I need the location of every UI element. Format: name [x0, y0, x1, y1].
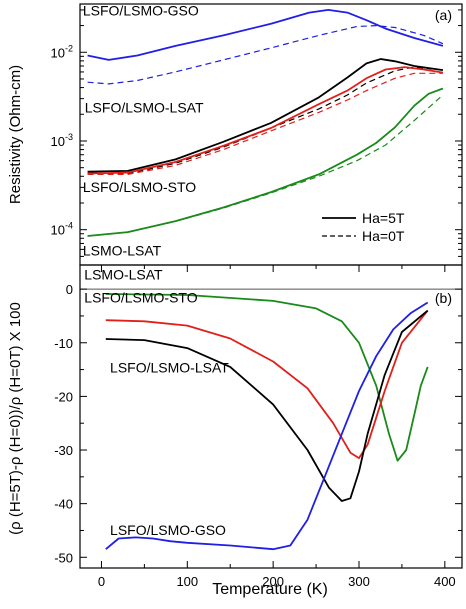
- y-tick-label: -40: [54, 497, 73, 512]
- x-tick-label: 0: [98, 574, 105, 589]
- series-line: [87, 72, 443, 175]
- y-tick-label: 10-4: [51, 221, 73, 238]
- y-axis-label: Resistivity (Ohm-cm): [7, 65, 24, 204]
- panel-magnetoresistance: 0 -10 -20 -30 -40 -50 0 100 200 300 400 LSMO-LSAT LS…: [7, 264, 463, 589]
- y-tick-label: 0: [66, 282, 73, 297]
- y-tick-label: -50: [54, 550, 73, 565]
- y-tick-label: -10: [54, 336, 73, 351]
- series-line: [105, 301, 429, 551]
- y-tick-label: 10-3: [51, 132, 73, 149]
- panel-label: (a): [435, 7, 452, 23]
- panel-label: (b): [435, 290, 452, 306]
- y-tick-label: 10-2: [51, 43, 73, 60]
- series-annotation: LSFO/LSMO-STO: [83, 179, 196, 195]
- x-tick-label: 300: [348, 574, 370, 589]
- series-annotation: LSMO-LSAT: [84, 266, 163, 282]
- y-tick-label: -30: [54, 443, 73, 458]
- series-line: [87, 25, 444, 85]
- x-tick-label: 200: [262, 574, 284, 589]
- series-line: [87, 66, 444, 175]
- x-tick-label: 100: [176, 574, 198, 589]
- plot-frame: [79, 264, 463, 569]
- x-axis-label: Temperature (K): [212, 581, 328, 598]
- series-line: [87, 9, 444, 61]
- series-line: [87, 66, 443, 175]
- y-tick-label: -20: [54, 389, 73, 404]
- legend-label: Ha=0T: [362, 228, 405, 244]
- series-annotation: LSFO/LSMO-STO: [84, 290, 197, 306]
- series-annotation: LSFO/LSMO-GSO: [83, 2, 199, 18]
- series-annotation: LSFO/LSMO-LSAT: [85, 99, 204, 115]
- y-axis-label: (ρ (H=5T)-ρ (H=0))/ρ (H=0T) X 100: [7, 302, 24, 535]
- plot-frame: [79, 3, 463, 266]
- series-line: [87, 94, 444, 237]
- x-tick-label: 400: [434, 574, 456, 589]
- legend-label: Ha=5T: [362, 210, 405, 226]
- series-line: [105, 309, 429, 502]
- series-line: [105, 310, 429, 459]
- series-annotation: LSFO/LSMO-GSO: [110, 522, 226, 538]
- series-annotation: LSFO/LSMO-LSAT: [110, 359, 229, 375]
- panel-resistivity: 10-2 10-3 10-4 LSFO/LSMO-GSO LSFO/LSMO-LSAT L…: [7, 2, 463, 266]
- series-line: [105, 293, 429, 462]
- series-annotation: LSMO-LSAT: [83, 243, 162, 259]
- series-line: [87, 58, 444, 173]
